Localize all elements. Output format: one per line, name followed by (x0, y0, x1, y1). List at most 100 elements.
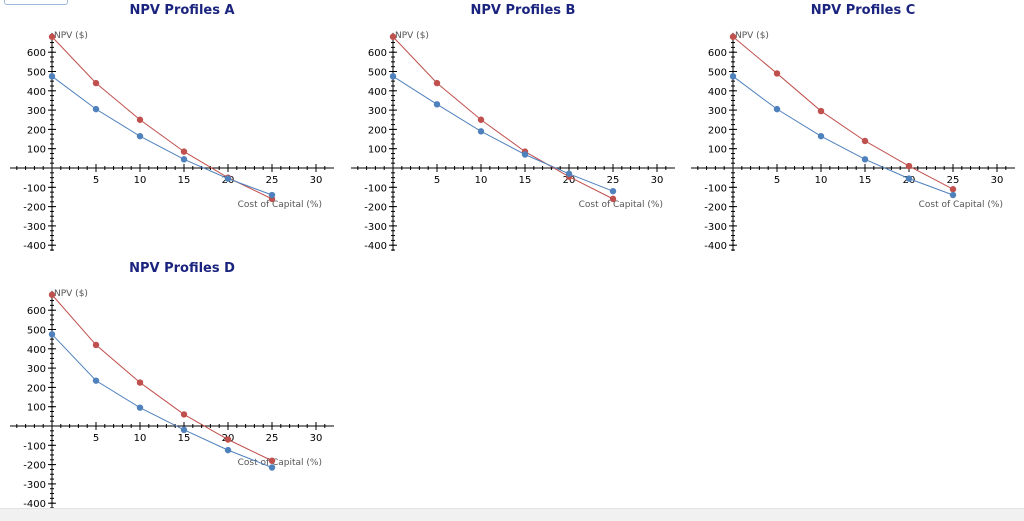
y-tick-label: 200 (368, 125, 387, 136)
y-tick-label: -200 (23, 461, 46, 472)
data-point-red (48, 33, 56, 40)
y-tick-label: 200 (27, 383, 46, 394)
x-tick-label: 20 (563, 175, 576, 186)
y-tick-label: 400 (708, 87, 727, 98)
data-point-red (389, 33, 397, 40)
x-tick-label: 15 (859, 175, 872, 186)
y-tick-label: -400 (364, 241, 387, 252)
bottom-scroll-area (0, 508, 1024, 521)
series-line-blue (51, 75, 273, 196)
data-point-blue (905, 175, 913, 182)
data-point-blue (92, 105, 100, 113)
data-point-red (92, 341, 100, 349)
data-point-blue (949, 191, 957, 199)
chart-panel-d: NPV Profiles D 5101520253060050040030020… (10, 258, 350, 510)
x-tick-label: 10 (815, 175, 828, 186)
data-point-blue (136, 132, 144, 140)
chart-title: NPV Profiles A (129, 3, 235, 18)
chart-plot-b: 5 10 15 20 25 30 600 500 400 300 200 100 -100 -200 -30… (351, 31, 675, 252)
y-tick-label: 400 (368, 87, 387, 98)
x-tick-label: 10 (134, 175, 147, 186)
y-tick-label: -100 (23, 441, 46, 452)
y-tick-label: -100 (704, 183, 727, 194)
y-tick-label: 400 (27, 87, 46, 98)
series-line-blue (392, 75, 614, 192)
data-point-red (48, 291, 56, 298)
series-line-red (392, 36, 614, 200)
data-point-red (268, 457, 276, 464)
y-tick-label: -100 (23, 183, 46, 194)
chart-plot-d: 51015202530600500400300200100-100-200-30… (10, 289, 334, 510)
y-tick-label: 300 (708, 106, 727, 117)
y-tick-label: 300 (27, 106, 46, 117)
data-point-red (609, 195, 617, 203)
y-tick-label: 600 (27, 306, 46, 317)
chart-panel-a: NPV Profiles A 5101520253060050040030020… (10, 0, 350, 252)
y-tick-label: -300 (704, 222, 727, 233)
data-point-blue (433, 101, 441, 108)
data-point-blue (92, 377, 100, 384)
data-point-blue (609, 187, 617, 195)
y-tick-label: -100 (364, 183, 387, 194)
x-tick-label: 30 (310, 175, 323, 186)
series-line-blue (732, 75, 954, 196)
data-point-blue (180, 156, 188, 163)
data-point-red (224, 436, 232, 443)
y-tick-label: 100 (27, 145, 46, 156)
x-tick-label: 10 (134, 433, 147, 444)
y-tick-label: 300 (27, 364, 46, 375)
x-tick-label: 5 (774, 175, 780, 186)
data-point-red (180, 148, 188, 155)
x-axis-label: Cost of Capital (%) (579, 200, 663, 210)
chart-title: NPV Profiles B (470, 3, 576, 18)
x-tick-label: 5 (93, 433, 99, 444)
data-point-blue (48, 73, 56, 80)
y-tick-label: 100 (708, 145, 727, 156)
data-point-blue (477, 128, 485, 135)
data-point-blue (565, 170, 573, 177)
x-tick-label: 25 (266, 175, 279, 186)
x-tick-label: 15 (178, 175, 191, 186)
y-tick-label: -400 (23, 499, 46, 510)
data-point-red (861, 137, 869, 145)
data-point-blue (861, 156, 869, 163)
x-tick-label: 25 (947, 175, 960, 186)
chart-panel-c: NPV Profiles C 5101520253060050040030020… (691, 0, 1024, 252)
data-point-red (817, 107, 825, 115)
series-line-blue (51, 333, 273, 468)
y-tick-label: -300 (23, 222, 46, 233)
data-point-blue (773, 105, 781, 113)
y-tick-label: 600 (27, 48, 46, 59)
series-line-red (51, 36, 273, 200)
y-tick-label: 200 (27, 125, 46, 136)
x-tick-label: 25 (266, 433, 279, 444)
y-tick-label: 200 (708, 125, 727, 136)
data-point-red (92, 79, 100, 87)
data-point-blue (224, 175, 232, 182)
data-point-red (433, 79, 441, 87)
y-axis-label: NPV ($) (54, 31, 88, 41)
x-tick-label: 30 (310, 433, 323, 444)
series-line-red (51, 294, 273, 462)
y-tick-label: 500 (27, 68, 46, 79)
data-point-red (949, 186, 957, 193)
y-tick-label: -300 (364, 222, 387, 233)
y-tick-label: 600 (368, 48, 387, 59)
y-tick-label: 500 (708, 68, 727, 79)
data-point-blue (136, 404, 144, 411)
x-tick-label: 10 (475, 175, 488, 186)
x-tick-label: 30 (991, 175, 1004, 186)
x-tick-label: 25 (607, 175, 620, 186)
y-tick-label: -200 (364, 203, 387, 214)
y-tick-label: 500 (27, 326, 46, 337)
x-axis-label: Cost of Capital (%) (238, 200, 322, 210)
data-point-red (136, 379, 144, 386)
data-point-red (136, 116, 144, 123)
data-point-red (477, 116, 485, 123)
chart-plot-c: 51015202530600500400300200100-100-200-30… (691, 31, 1015, 252)
data-point-blue (268, 464, 276, 471)
series-line-red (732, 36, 954, 190)
data-point-blue (389, 73, 397, 80)
data-point-red (180, 411, 188, 418)
data-point-red (773, 70, 781, 77)
